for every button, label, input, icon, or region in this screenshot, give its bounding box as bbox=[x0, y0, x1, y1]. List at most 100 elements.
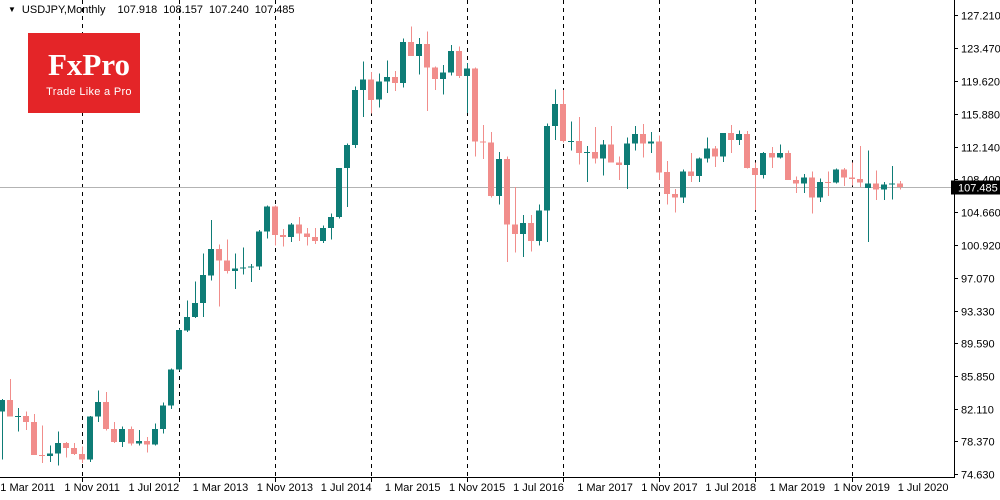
bid-tag-price: 107.485 bbox=[958, 183, 998, 195]
candle-body bbox=[600, 144, 606, 159]
price-tick-label: 85.850 bbox=[961, 372, 995, 384]
candle-body bbox=[144, 441, 150, 445]
candle-body bbox=[849, 177, 855, 180]
candle-body bbox=[368, 79, 374, 100]
candle-body bbox=[817, 181, 823, 198]
candle-body bbox=[608, 144, 614, 163]
candle-body bbox=[216, 249, 222, 261]
candle-body bbox=[288, 224, 294, 237]
candle-body bbox=[208, 249, 214, 276]
candle-body bbox=[71, 448, 77, 455]
price-tick-label: 115.880 bbox=[961, 110, 1000, 122]
candle-body bbox=[648, 141, 654, 144]
candle-body bbox=[857, 179, 863, 183]
fxpro-logo-tagline: Trade Like a Pro bbox=[46, 85, 132, 98]
candle-body bbox=[200, 275, 206, 304]
price-tick-label: 104.660 bbox=[961, 208, 1000, 220]
candle-body bbox=[312, 236, 318, 242]
candle-body bbox=[272, 206, 278, 236]
bid-tag-bg bbox=[951, 180, 1000, 195]
candle-body bbox=[336, 167, 342, 217]
price-tick-label: 112.140 bbox=[961, 143, 1000, 155]
candle-body bbox=[512, 224, 518, 235]
candle-body bbox=[833, 169, 839, 183]
candle-body bbox=[704, 148, 710, 159]
candle-body bbox=[624, 143, 630, 166]
candle-body bbox=[15, 415, 21, 417]
candle-body bbox=[79, 454, 85, 460]
candle-body bbox=[232, 268, 238, 271]
time-tick-label: 1 Mar 2019 bbox=[770, 482, 826, 494]
collapse-chart-icon[interactable]: ▼ bbox=[8, 5, 16, 14]
candle-body bbox=[119, 428, 125, 442]
price-tick-label: 127.210 bbox=[961, 11, 1000, 23]
candle-body bbox=[464, 68, 470, 77]
price-scale[interactable]: 127.210123.470119.620115.880112.140108.4… bbox=[954, 11, 1000, 482]
candle-body bbox=[152, 428, 158, 445]
candle-body bbox=[39, 455, 45, 457]
candle-body bbox=[520, 222, 526, 235]
candle-body bbox=[696, 158, 702, 176]
candle-body bbox=[136, 441, 142, 444]
ohlc-low: 107.240 bbox=[209, 4, 249, 16]
candle-body bbox=[87, 416, 93, 460]
candle-body bbox=[280, 235, 286, 237]
price-tick-label: 119.620 bbox=[961, 77, 1000, 89]
candle-body bbox=[7, 400, 13, 417]
candle-body bbox=[55, 442, 61, 454]
time-tick-label: 1 Nov 2015 bbox=[449, 482, 505, 494]
candle-body bbox=[889, 183, 895, 185]
time-tick-label: 1 Jul 2020 bbox=[898, 482, 949, 494]
candle-body bbox=[793, 180, 799, 184]
candle-body bbox=[584, 152, 590, 154]
time-tick-label: 1 Mar 2013 bbox=[193, 482, 249, 494]
candle-body bbox=[160, 405, 166, 429]
candle-body bbox=[168, 369, 174, 406]
candle-body bbox=[552, 104, 558, 126]
candle-body bbox=[472, 68, 478, 142]
fxpro-logo-brand-text: FxPro bbox=[47, 46, 131, 82]
time-tick-label: 1 Mar 2011 bbox=[0, 482, 55, 494]
candle-body bbox=[95, 401, 101, 417]
candle-body bbox=[688, 171, 694, 176]
candle-body bbox=[760, 153, 766, 175]
candle-body bbox=[841, 169, 847, 178]
candle-body bbox=[881, 184, 887, 190]
candle-body bbox=[360, 79, 366, 91]
price-tick-label: 97.070 bbox=[961, 274, 995, 286]
candle-body bbox=[432, 67, 438, 79]
time-tick-label: 1 Nov 2011 bbox=[64, 482, 119, 494]
price-tick-label: 123.470 bbox=[961, 44, 1000, 56]
candle-body bbox=[456, 50, 462, 77]
candle-body bbox=[448, 50, 454, 73]
candle-body bbox=[801, 177, 807, 184]
time-tick-label: 1 Jul 2014 bbox=[321, 482, 372, 494]
time-tick-label: 1 Jul 2016 bbox=[513, 482, 564, 494]
candle-body bbox=[736, 133, 742, 140]
candle-body bbox=[416, 43, 422, 57]
candle-body bbox=[23, 415, 29, 422]
price-tick-label: 74.630 bbox=[961, 470, 995, 482]
candle-body bbox=[536, 210, 542, 242]
fxpro-logo: FxPro Trade Like a Pro bbox=[28, 33, 140, 113]
ohlc-open: 107.918 bbox=[117, 4, 158, 16]
price-tick-label: 78.370 bbox=[961, 437, 995, 449]
time-scale[interactable]: 1 Mar 2011 1 Nov 2011 1 Jul 2012 1 Mar 2013… bbox=[0, 478, 948, 494]
time-tick-label: 1 Nov 2013 bbox=[257, 482, 313, 494]
candle-body bbox=[777, 153, 783, 158]
candle-body bbox=[504, 159, 510, 225]
candle-body bbox=[680, 171, 686, 198]
candle-body bbox=[744, 133, 750, 168]
candle-body bbox=[248, 266, 254, 268]
candle-body bbox=[184, 317, 190, 331]
candle-body bbox=[352, 90, 358, 146]
time-tick-label: 1 Nov 2019 bbox=[834, 482, 890, 494]
candle-body bbox=[480, 141, 486, 143]
candle-body bbox=[328, 216, 334, 229]
price-tick-label: 82.110 bbox=[961, 405, 994, 417]
candle-body bbox=[0, 400, 5, 412]
candle-body bbox=[400, 42, 406, 84]
time-tick-label: 1 Mar 2017 bbox=[577, 482, 633, 494]
